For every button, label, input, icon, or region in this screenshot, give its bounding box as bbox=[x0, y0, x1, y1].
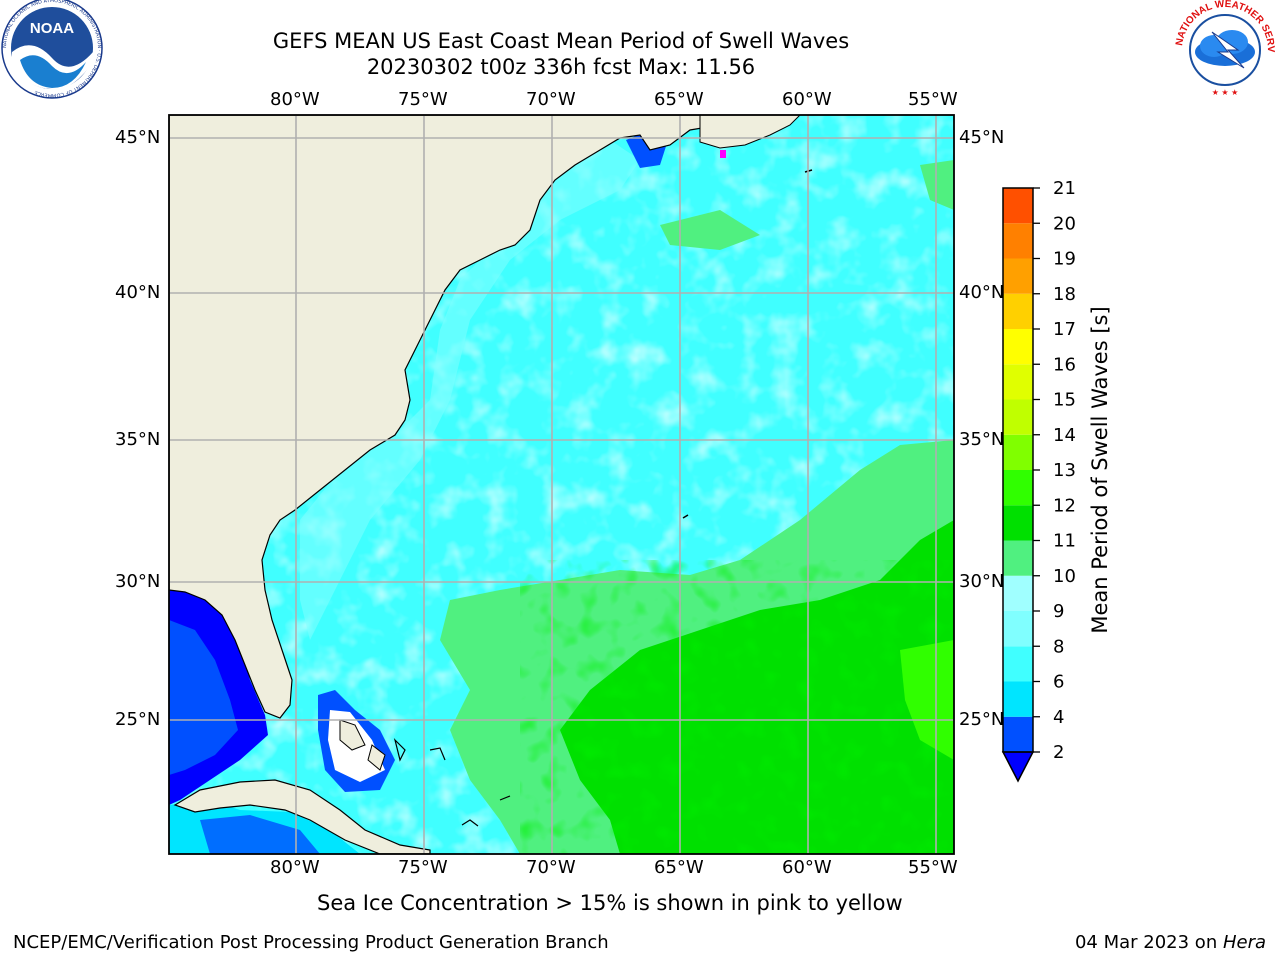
noaa-logo: NOAA NATIONAL OCEANIC AND ATMOSPHERIC AD… bbox=[1, 0, 103, 99]
colorbar-cell bbox=[1003, 258, 1033, 294]
colorbar-tick-label: 9 bbox=[1053, 601, 1064, 622]
colorbar-cell bbox=[1003, 399, 1033, 435]
colorbar-tick-label: 19 bbox=[1053, 249, 1076, 270]
lat-label-right: 35°N bbox=[959, 429, 1005, 450]
colorbar-label: Mean Period of Swell Waves [s] bbox=[1088, 306, 1112, 634]
lat-label-right: 25°N bbox=[959, 709, 1005, 730]
colorbar-tick-label: 15 bbox=[1053, 390, 1076, 411]
colorbar-cell bbox=[1003, 716, 1033, 752]
colorbar-tick-label: 18 bbox=[1053, 284, 1076, 305]
colorbar-cell bbox=[1003, 611, 1033, 647]
lon-label-bottom: 60°W bbox=[782, 857, 832, 878]
cuba-land bbox=[173, 779, 431, 854]
lon-label-bottom: 55°W bbox=[908, 857, 958, 878]
lon-label-bottom: 75°W bbox=[398, 857, 448, 878]
nws-logo: NATIONAL WEATHER SERVICE ★ ★ ★ bbox=[1172, 0, 1276, 99]
colorbar-cell bbox=[1003, 364, 1033, 400]
lon-label-top: 65°W bbox=[654, 89, 704, 110]
colorbar-tick-label: 14 bbox=[1053, 425, 1076, 446]
colorbar-tick-label: 12 bbox=[1053, 495, 1076, 516]
lon-label-top: 60°W bbox=[782, 89, 832, 110]
map-frame bbox=[168, 114, 955, 855]
svg-text:★ ★ ★: ★ ★ ★ bbox=[1212, 88, 1239, 97]
colorbar-cell bbox=[1003, 293, 1033, 329]
chart-subtitle: 20230302 t00z 336h fcst Max: 11.56 bbox=[366, 55, 756, 79]
lat-label-left: 35°N bbox=[115, 429, 161, 450]
colorbar-cell bbox=[1003, 505, 1033, 541]
lat-label-right: 40°N bbox=[959, 282, 1005, 303]
colorbar-cell bbox=[1003, 540, 1033, 576]
sea-ice-caption: Sea Ice Concentration > 15% is shown in … bbox=[317, 891, 903, 915]
colorbar-tick-label: 11 bbox=[1053, 531, 1076, 552]
sea-ice-marker bbox=[720, 150, 726, 158]
noaa-logo-text: NOAA bbox=[30, 20, 74, 37]
colorbar-extend-arrow bbox=[1001, 751, 1035, 783]
colorbar-tick-label: 4 bbox=[1053, 707, 1064, 728]
lon-label-bottom: 65°W bbox=[654, 857, 704, 878]
chart-title: GEFS MEAN US East Coast Mean Period of S… bbox=[272, 29, 850, 53]
footer-date-text: 04 Mar 2023 on bbox=[1074, 932, 1223, 953]
footer-machine: Hera bbox=[1222, 932, 1266, 953]
colorbar-cell bbox=[1003, 223, 1033, 259]
colorbar-ticks: 2 4 6 8 9 10 11 12 13 14 15 16 17 18 19 20 21 bbox=[1033, 178, 1076, 763]
lon-label-bottom: 80°W bbox=[270, 857, 320, 878]
lon-label-top: 80°W bbox=[270, 89, 320, 110]
lat-label-left: 25°N bbox=[115, 709, 161, 730]
colorbar-tick-label: 16 bbox=[1053, 354, 1076, 375]
colorbar-cell bbox=[1003, 434, 1033, 470]
colorbar-cells bbox=[1003, 188, 1033, 752]
colorbar-tick-label: 2 bbox=[1053, 742, 1064, 763]
lat-label-left: 40°N bbox=[115, 282, 161, 303]
colorbar-tick-label: 10 bbox=[1053, 566, 1076, 587]
colorbar-tick-label: 6 bbox=[1053, 672, 1064, 693]
colorbar-tick-label: 17 bbox=[1053, 319, 1076, 340]
lat-label-left: 30°N bbox=[115, 571, 161, 592]
graticule bbox=[169, 115, 954, 854]
colorbar-cell bbox=[1003, 575, 1033, 611]
colorbar-cell bbox=[1003, 470, 1033, 506]
colorbar-tick-label: 20 bbox=[1053, 213, 1076, 234]
colorbar-cell bbox=[1003, 646, 1033, 682]
colorbar-tick-label: 21 bbox=[1053, 178, 1076, 199]
lon-label-top: 70°W bbox=[526, 89, 576, 110]
colorbar-cell bbox=[1003, 188, 1033, 224]
colorbar-cell bbox=[1003, 681, 1033, 717]
lon-label-top: 75°W bbox=[398, 89, 448, 110]
colorbar-tick-label: 8 bbox=[1053, 636, 1064, 657]
lon-label-bottom: 70°W bbox=[526, 857, 576, 878]
colorbar-tick-label: 13 bbox=[1053, 460, 1076, 481]
lon-label-top: 55°W bbox=[908, 89, 958, 110]
footer-org: NCEP/EMC/Verification Post Processing Pr… bbox=[13, 932, 609, 953]
colorbar-cell bbox=[1003, 329, 1033, 365]
lat-label-right: 45°N bbox=[959, 127, 1005, 148]
lat-label-left: 45°N bbox=[115, 127, 161, 148]
footer-date: 04 Mar 2023 on Hera bbox=[1075, 932, 1266, 953]
lat-label-right: 30°N bbox=[959, 571, 1005, 592]
